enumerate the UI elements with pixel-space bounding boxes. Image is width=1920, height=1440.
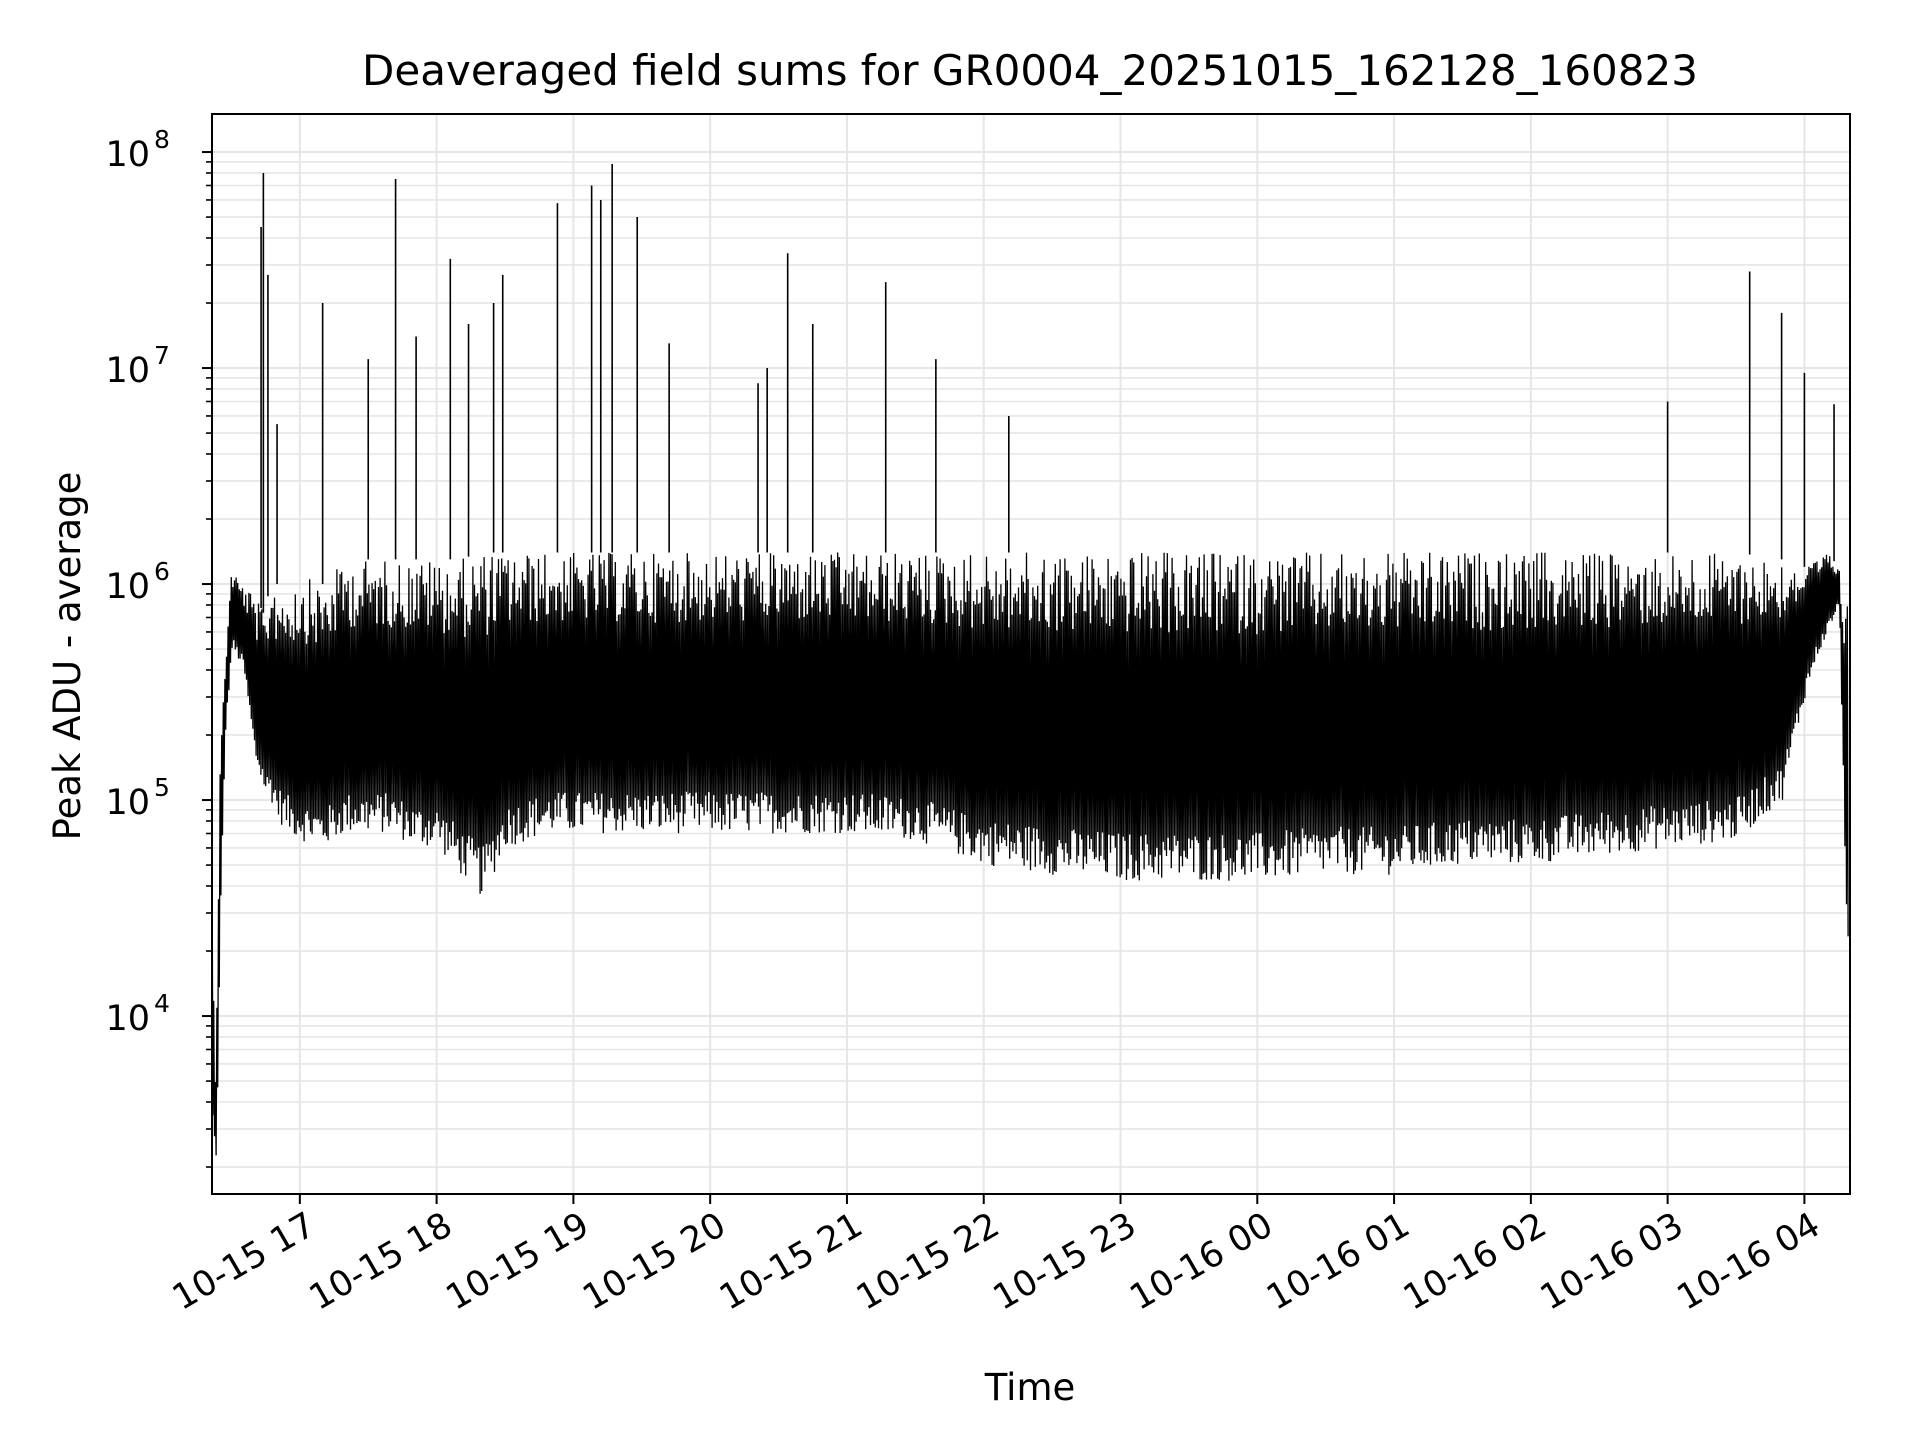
y-tick-exponent: 4 [154, 989, 170, 1018]
x-axis-label: Time [984, 1366, 1076, 1409]
y-tick-label: 10 [105, 783, 150, 823]
series-line [212, 552, 1849, 1156]
y-tick-label: 10 [105, 135, 150, 175]
y-tick-exponent: 8 [154, 125, 170, 154]
y-axis-label: Peak ADU - average [46, 472, 89, 841]
y-tick-exponent: 5 [154, 773, 170, 802]
plot-frame [211, 113, 1851, 1195]
y-tick-label: 10 [105, 999, 150, 1039]
y-tick-exponent: 6 [154, 557, 170, 586]
y-tick-exponent: 7 [154, 341, 170, 370]
data-series [212, 164, 1849, 1156]
chart-title: Deaveraged field sums for GR0004_2025101… [362, 46, 1698, 95]
y-tick-label: 10 [105, 567, 150, 607]
y-tick-label: 10 [105, 351, 150, 391]
